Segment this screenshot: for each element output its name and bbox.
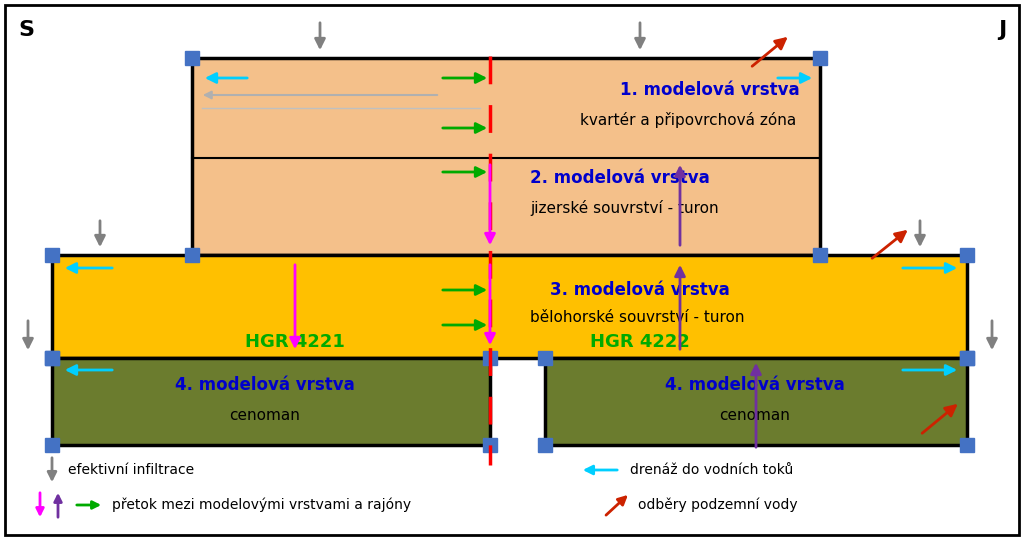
Text: S: S <box>18 20 34 40</box>
Bar <box>483 438 497 452</box>
Bar <box>961 351 974 365</box>
Bar <box>538 438 552 452</box>
Bar <box>538 351 552 365</box>
Bar <box>52 358 490 445</box>
Bar <box>185 51 199 65</box>
Bar <box>813 248 827 262</box>
Text: jizerské souvrství - turon: jizerské souvrství - turon <box>530 200 719 216</box>
Bar <box>483 351 497 365</box>
Text: odběry podzemní vody: odběry podzemní vody <box>638 498 798 512</box>
Text: cenoman: cenoman <box>720 408 791 422</box>
Text: efektivní infiltrace: efektivní infiltrace <box>68 463 195 477</box>
Text: 4. modelová vrstva: 4. modelová vrstva <box>666 376 845 394</box>
Text: drenáž do vodních toků: drenáž do vodních toků <box>630 463 794 477</box>
Bar <box>45 351 59 365</box>
Bar <box>813 51 827 65</box>
Bar <box>961 351 974 365</box>
Text: cenoman: cenoman <box>229 408 300 422</box>
Text: 3. modelová vrstva: 3. modelová vrstva <box>550 281 730 299</box>
Text: 4. modelová vrstva: 4. modelová vrstva <box>175 376 355 394</box>
Bar <box>185 248 199 262</box>
Text: 2. modelová vrstva: 2. modelová vrstva <box>530 169 710 187</box>
Text: přetok mezi modelovými vrstvami a rajóny: přetok mezi modelovými vrstvami a rajóny <box>112 498 411 512</box>
Text: 1. modelová vrstva: 1. modelová vrstva <box>620 81 800 99</box>
Bar <box>52 255 967 358</box>
Bar <box>193 58 820 255</box>
Text: HGR 4221: HGR 4221 <box>245 333 345 351</box>
Bar <box>45 351 59 365</box>
Bar <box>961 438 974 452</box>
Text: J: J <box>997 20 1006 40</box>
Bar <box>545 358 967 445</box>
Bar <box>45 438 59 452</box>
Bar <box>961 248 974 262</box>
Text: HGR 4222: HGR 4222 <box>590 333 690 351</box>
Bar <box>45 248 59 262</box>
Text: bělohorské souvrství - turon: bělohorské souvrství - turon <box>530 310 744 326</box>
Text: kvartér a připovrchová zóna: kvartér a připovrchová zóna <box>580 112 797 128</box>
